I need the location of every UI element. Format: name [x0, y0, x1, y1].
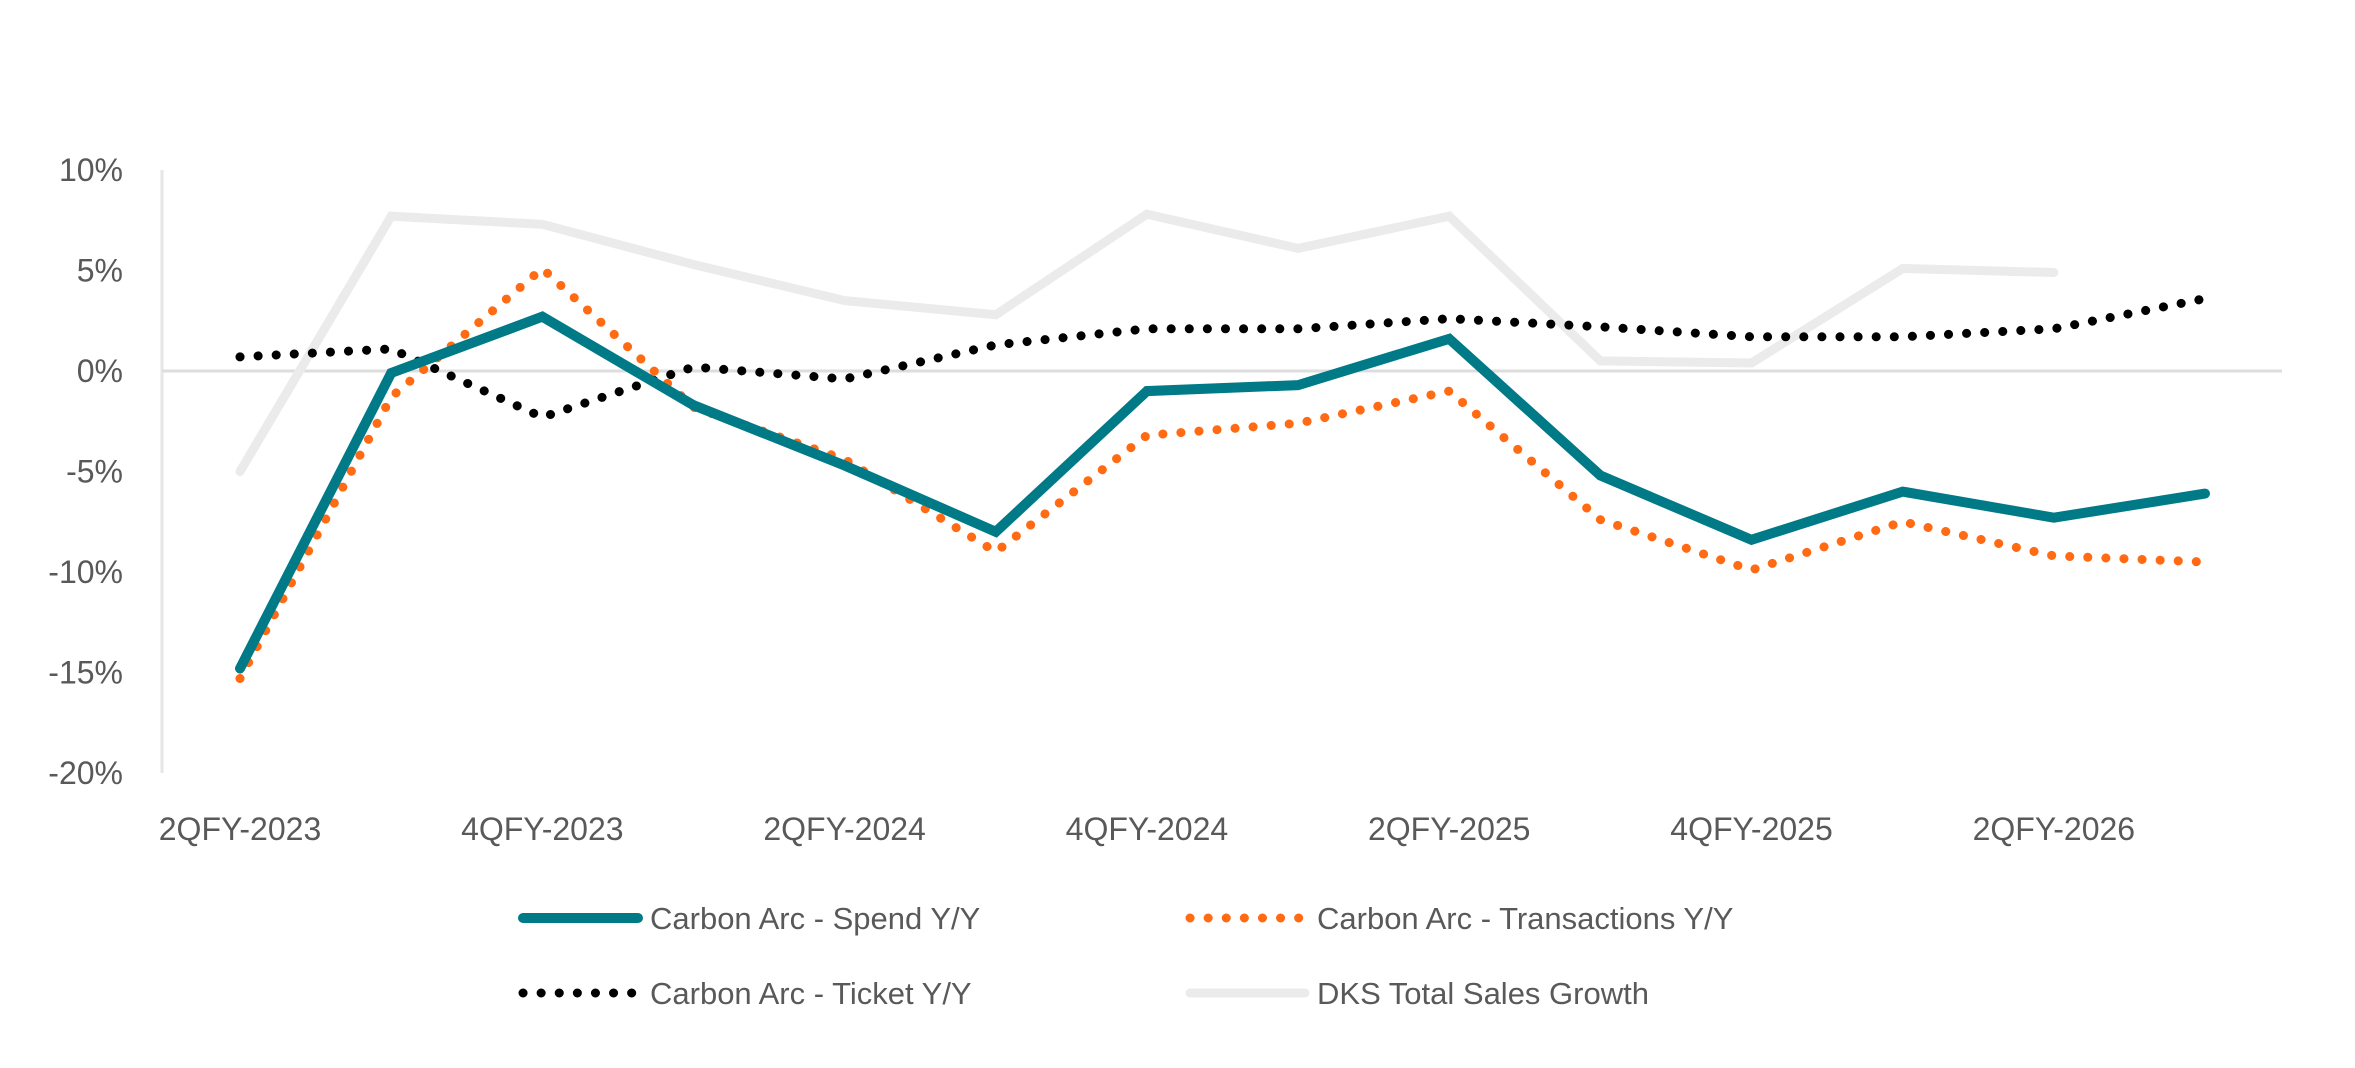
legend-label: Carbon Arc - Transactions Y/Y	[1317, 901, 1733, 936]
x-tick-label: 2QFY-2023	[159, 811, 321, 847]
y-tick-label: -15%	[48, 655, 123, 691]
series-lines	[240, 214, 2205, 679]
y-tick-label: 0%	[77, 353, 123, 389]
legend-label: Carbon Arc - Ticket Y/Y	[650, 976, 972, 1011]
legend: Carbon Arc - Spend Y/Y Carbon Arc - Trans…	[523, 901, 1733, 1011]
series-line-carbon-arc-spend-y-y	[240, 317, 2205, 669]
legend-label: Carbon Arc - Spend Y/Y	[650, 901, 980, 936]
y-tick-label: -5%	[66, 454, 123, 490]
x-tick-label: 2QFY-2025	[1368, 811, 1530, 847]
x-tick-label: 4QFY-2023	[461, 811, 623, 847]
y-tick-label: 10%	[59, 152, 123, 188]
y-tick-label: -20%	[48, 755, 123, 791]
x-tick-label: 4QFY-2024	[1066, 811, 1228, 847]
x-tick-label: 4QFY-2025	[1670, 811, 1832, 847]
x-tick-label: 2QFY-2026	[1973, 811, 2135, 847]
y-tick-label: 5%	[77, 253, 123, 289]
x-tick-label: 2QFY-2024	[763, 811, 925, 847]
legend-label: DKS Total Sales Growth	[1317, 976, 1649, 1011]
y-tick-label: -10%	[48, 554, 123, 590]
